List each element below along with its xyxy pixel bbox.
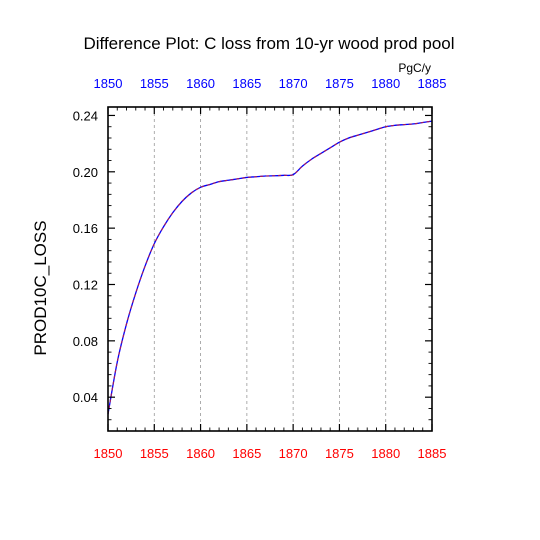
chart-title: Difference Plot: C loss from 10-yr wood … bbox=[83, 34, 454, 53]
x-tick-label-top-1870: 1870 bbox=[279, 76, 308, 91]
grid-layer bbox=[153, 107, 387, 431]
chart-units: PgC/y bbox=[398, 61, 431, 75]
x-tick-label-bottom-1855: 1855 bbox=[140, 446, 169, 461]
x-tick-label-top-1875: 1875 bbox=[325, 76, 354, 91]
plot-frame bbox=[107, 106, 433, 432]
x-tick-label-top-1865: 1865 bbox=[232, 76, 261, 91]
x-tick-label-top-1855: 1855 bbox=[140, 76, 169, 91]
x-tick-label-bottom-1870: 1870 bbox=[279, 446, 308, 461]
x-tick-label-top-1885: 1885 bbox=[418, 76, 447, 91]
x-tick-label-top-1850: 1850 bbox=[94, 76, 123, 91]
x-tick-label-bottom-1885: 1885 bbox=[418, 446, 447, 461]
y-tick-label-1: 0.08 bbox=[73, 334, 98, 349]
x-tick-label-bottom-1850: 1850 bbox=[94, 446, 123, 461]
x-tick-label-bottom-1875: 1875 bbox=[325, 446, 354, 461]
x-tick-label-bottom-1880: 1880 bbox=[371, 446, 400, 461]
y-tick-label-2: 0.12 bbox=[73, 277, 98, 292]
x-tick-label-top-1880: 1880 bbox=[371, 76, 400, 91]
series-line-overlay-0 bbox=[107, 120, 433, 415]
y-tick-label-3: 0.16 bbox=[73, 221, 98, 236]
x-tick-label-top-1860: 1860 bbox=[186, 76, 215, 91]
y-axis-label: PROD10C_LOSS bbox=[31, 220, 50, 355]
series-layer bbox=[107, 120, 433, 415]
tick-labels-layer: 1850 1850 1855 1855 1860 1860 1865 1865 1870 1870… bbox=[73, 76, 447, 461]
y-tick-label-5: 0.24 bbox=[73, 108, 98, 123]
y-tick-label-4: 0.20 bbox=[73, 165, 98, 180]
y-tick-label-0: 0.04 bbox=[73, 390, 98, 405]
ticks-layer bbox=[107, 107, 433, 431]
x-tick-label-bottom-1865: 1865 bbox=[232, 446, 261, 461]
x-tick-label-bottom-1860: 1860 bbox=[186, 446, 215, 461]
series-line-0 bbox=[107, 120, 433, 415]
